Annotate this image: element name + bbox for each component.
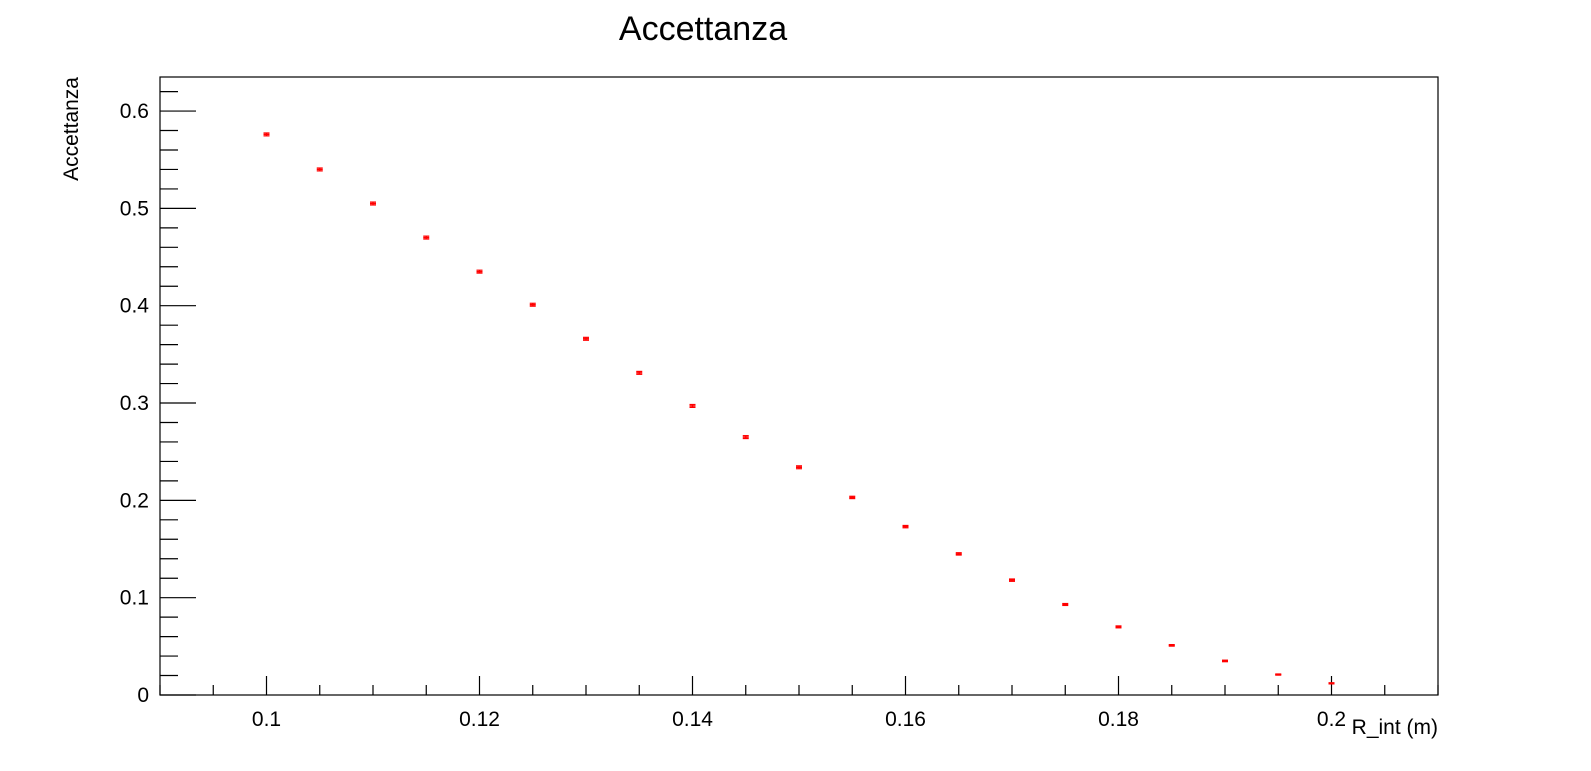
x-axis-label: R_int (m): [1352, 716, 1438, 739]
data-point: [1222, 659, 1228, 663]
data-point: [955, 552, 962, 556]
data-point: [796, 465, 802, 470]
chart-title: Accettanza: [619, 10, 787, 48]
y-axis-label: Accettanza: [60, 77, 83, 181]
y-tick-label: 0.3: [120, 392, 149, 415]
data-point: [1115, 625, 1122, 629]
data-point: [370, 201, 376, 206]
data-point: [849, 495, 856, 500]
y-tick-label: 0.5: [120, 197, 149, 220]
data-point: [423, 235, 430, 240]
data-point: [742, 435, 749, 440]
y-tick-label: 0.4: [120, 295, 150, 318]
x-tick-label: 0.12: [459, 708, 500, 731]
data-point: [263, 132, 270, 137]
data-point: [636, 370, 643, 375]
data-point: [1328, 682, 1335, 685]
data-point: [689, 403, 696, 409]
x-tick-label: 0.16: [885, 708, 926, 731]
data-point: [529, 302, 536, 307]
data-point: [476, 269, 483, 274]
data-point: [1275, 673, 1282, 676]
data-point: [1009, 578, 1015, 582]
data-point: [902, 524, 909, 529]
y-tick-label: 0.2: [120, 489, 149, 512]
plot-border: [159, 76, 1439, 696]
data-points: [263, 132, 1335, 685]
y-tick-label: 0: [137, 684, 149, 707]
y-axis: 0 0.1 0.2 0.3 0.4 0.5 0.6: [120, 90, 196, 707]
x-tick-label: 0.2: [1317, 708, 1346, 731]
x-tick-label: 0.18: [1098, 708, 1139, 731]
data-point: [583, 336, 589, 341]
data-point: [316, 167, 323, 172]
x-axis: 0.1 0.12 0.14 0.16 0.18 0.2: [159, 676, 1439, 731]
data-point: [1062, 602, 1069, 607]
y-tick-label: 0.1: [120, 587, 149, 610]
x-tick-label: 0.14: [672, 708, 713, 731]
x-tick-label: 0.1: [252, 708, 281, 731]
y-tick-label: 0.6: [120, 100, 149, 123]
plot-frame: [159, 76, 1439, 696]
data-point: [1168, 643, 1175, 647]
